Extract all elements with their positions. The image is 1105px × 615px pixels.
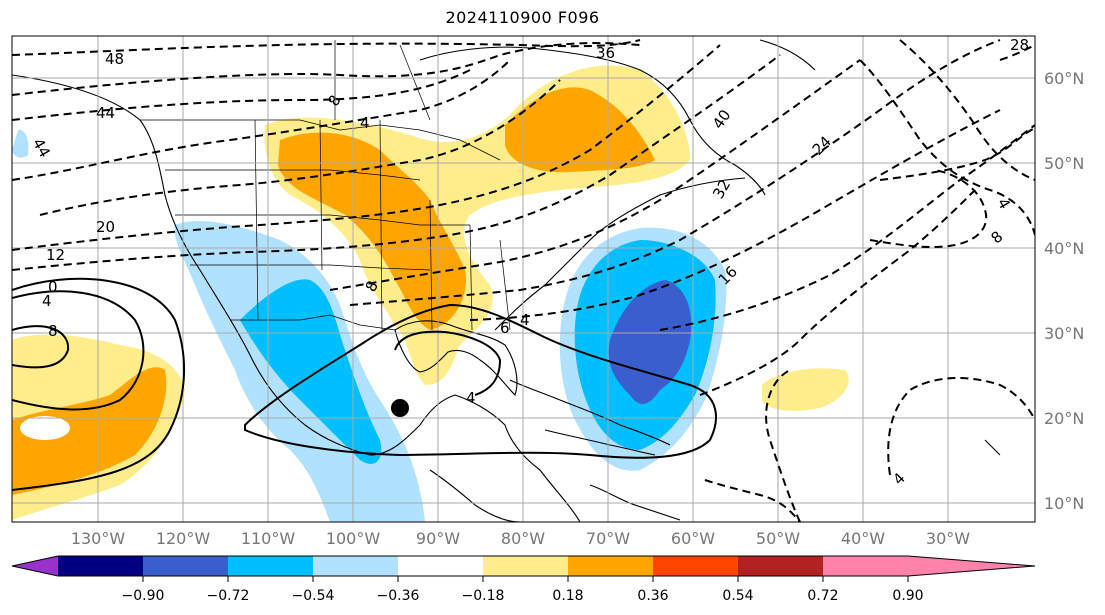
colorbar-tick-label: 0.90 (892, 588, 923, 604)
contour-label: 36 (596, 44, 615, 62)
contour-label: 48 (105, 50, 124, 68)
contour-label: 0 (48, 278, 58, 296)
contour-label: 28 (1010, 36, 1029, 54)
colorbar-segment (738, 556, 823, 576)
colorbar-segment (653, 556, 738, 576)
colorbar-overflow-arrow (908, 556, 1035, 576)
longitude-label: 50°W (756, 529, 800, 548)
colorbar-segment (483, 556, 568, 576)
longitude-label: 40°W (841, 529, 885, 548)
contour-label: 20 (96, 218, 115, 236)
coastlines (12, 39, 1001, 522)
colorbar-tick-label: 0.18 (552, 588, 583, 604)
colorbar: −0.90 −0.72 −0.54 −0.36 −0.18 0.18 0.36 … (11, 555, 1036, 604)
colorbar-tick-label: −0.36 (377, 588, 420, 604)
storm-center-dot (391, 399, 409, 417)
contour-label: 4 (466, 389, 476, 407)
colorbar-segment (823, 556, 908, 576)
contour-label: 4 (360, 114, 370, 132)
longitude-label: 120°W (156, 529, 211, 548)
colorbar-segment (398, 556, 483, 576)
colorbar-tick-label: −0.90 (122, 588, 165, 604)
latitude-label: 10°N (1044, 494, 1084, 513)
latitude-label: 50°N (1044, 154, 1084, 173)
contour-label: 6 (500, 319, 510, 337)
solid-contours (12, 277, 717, 491)
negative-anomaly-strong-region (608, 280, 692, 405)
contour-label: 8 (48, 322, 58, 340)
map-area: 48 44 44 20 12 36 40 32 24 28 8 8 16 4 4… (12, 36, 1035, 522)
latitude-label: 40°N (1044, 239, 1084, 258)
colorbar-tick-label: 0.54 (722, 588, 753, 604)
colorbar-underflow-arrow (12, 556, 58, 576)
colorbar-segment (58, 556, 143, 576)
latitude-label: 60°N (1044, 69, 1084, 88)
positive-anomaly-strong-region (505, 87, 655, 173)
colorbar-segment (143, 556, 228, 576)
map-title: 2024110900 F096 (445, 8, 600, 27)
colorbar-tick-label: −0.72 (207, 588, 250, 604)
positive-anomaly-strong-region (278, 132, 466, 330)
longitude-label: 100°W (326, 529, 381, 548)
contour-label: 4 (42, 292, 52, 310)
colorbar-tick-label: −0.18 (462, 588, 505, 604)
latitude-label: 20°N (1044, 409, 1084, 428)
colorbar-tick-label: 0.36 (637, 588, 668, 604)
colorbar-tick-label: 0.72 (807, 588, 838, 604)
colorbar-segment (568, 556, 653, 576)
contour-label: 4 (520, 311, 530, 329)
map-frame (11, 35, 1036, 523)
positive-anomaly-light-region (762, 368, 849, 411)
colorbar-segment (313, 556, 398, 576)
dashed-contours (12, 39, 1035, 522)
longitude-label: 130°W (71, 529, 126, 548)
longitude-labels: 130°W 120°W 110°W 100°W 90°W 80°W 70°W 6… (71, 529, 970, 548)
colorbar-tick-label: −0.54 (292, 588, 335, 604)
latitude-label: 30°N (1044, 324, 1084, 343)
latitude-labels: 60°N 50°N 40°N 30°N 20°N 10°N (1044, 69, 1084, 513)
longitude-label: 60°W (671, 529, 715, 548)
longitude-label: 110°W (241, 529, 296, 548)
longitude-label: 80°W (501, 529, 545, 548)
longitude-label: 70°W (586, 529, 630, 548)
longitude-label: 90°W (416, 529, 460, 548)
anomaly-shading (12, 65, 849, 522)
contour-label: 12 (46, 246, 65, 264)
contour-label: 44 (96, 104, 115, 122)
longitude-label: 30°W (926, 529, 970, 548)
positive-anomaly-strong-region (12, 367, 167, 495)
colorbar-segment (228, 556, 313, 576)
